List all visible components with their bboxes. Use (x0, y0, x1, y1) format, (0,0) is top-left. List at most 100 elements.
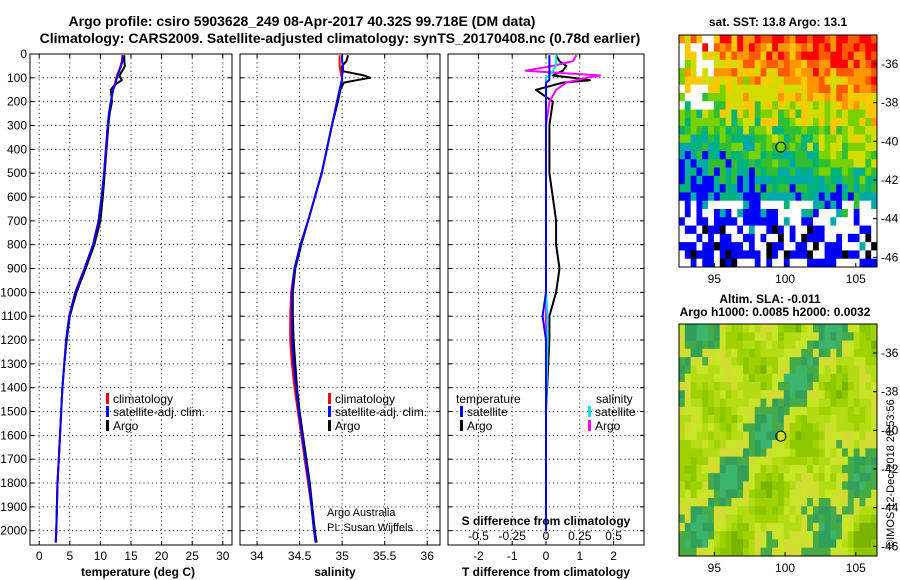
sla-map-cell (766, 357, 773, 366)
sla-map-cell (760, 522, 767, 532)
sst-map-cell (731, 159, 738, 168)
sla-map-cell (766, 423, 773, 433)
sla-map-cell (818, 547, 825, 557)
sla-map-cell (865, 324, 872, 333)
sla-map-cell (690, 332, 697, 341)
sla-map-cell (824, 473, 831, 482)
sst-map-cell (737, 43, 744, 52)
sla-map-cell (824, 498, 831, 507)
sla-map-cell (737, 398, 744, 408)
sst-map-cell (824, 250, 831, 260)
sst-map-cell (754, 200, 761, 210)
sla-map-cell (789, 365, 796, 375)
difference-panel: -2 -1 0 1 2-0.5 -0.25 0 0.25 0.5 (447, 53, 645, 563)
depth-tick-label: 1600 (0, 428, 27, 442)
sla-map-cell (684, 382, 692, 391)
sla-map-cell (731, 464, 738, 474)
sla-map-cell (766, 440, 773, 449)
sla-map-cell (807, 431, 814, 441)
sla-map-cell (789, 382, 796, 391)
sst-map-cell (859, 109, 866, 119)
sla-map-cell (725, 373, 732, 383)
sst-map-cell (719, 184, 726, 193)
sst-map-cell (713, 175, 721, 185)
sla-map-cell (713, 522, 721, 532)
sst-map-cell (684, 167, 692, 177)
sst-map-cell (696, 101, 703, 110)
sst-map-cell (737, 134, 744, 144)
sst-map-cell (830, 142, 837, 152)
sla-map-cell (818, 382, 825, 391)
sst-map-cell (737, 51, 744, 61)
sla-map-cell (748, 415, 756, 424)
sst-map-cell (713, 159, 721, 168)
sla-map-cell (853, 448, 860, 457)
sst-map-cell (772, 242, 779, 251)
sst-map-cell (818, 200, 825, 210)
sla-map-cell (748, 464, 756, 474)
sla-map-cell (702, 448, 709, 457)
sla-map-cell (713, 440, 721, 449)
sst-map-cell (766, 192, 773, 202)
sst-map-cell (719, 159, 726, 168)
sst-map-cell (737, 209, 744, 218)
sst-map-cell (754, 159, 761, 168)
sst-map-cell (708, 117, 715, 127)
sla-map-cell (690, 324, 697, 333)
sla-map-cell (847, 506, 855, 515)
sla-map-cell (812, 514, 820, 524)
sla-map-cell (748, 481, 756, 491)
sst-map-cell (684, 250, 692, 260)
sla-map-cell (708, 489, 715, 499)
sla-map-cell (719, 464, 726, 474)
sla-map-cell (783, 464, 791, 474)
sst-map-cell (830, 250, 837, 260)
sla-map-cell (690, 547, 697, 557)
sla-map-cell (859, 539, 866, 549)
sla-map-cell (865, 539, 872, 549)
sst-map-cell (830, 117, 837, 127)
sla-map-cell (679, 456, 686, 466)
sst-map-cell (708, 175, 715, 185)
sla-map-cell (713, 406, 721, 416)
sla-map-cell (859, 382, 866, 391)
legend-swatch-argo (328, 420, 331, 431)
sla-map-cell (783, 514, 791, 524)
sla-map-cell (748, 348, 756, 358)
sla-map-cell (807, 522, 814, 532)
sst-map-cell (801, 101, 808, 110)
sst-map-cell (836, 159, 843, 168)
sla-map-cell (853, 498, 860, 507)
sst-map-cell (754, 76, 761, 86)
sst-map-cell (679, 192, 686, 202)
sst-map-cell (684, 84, 692, 94)
sst-map-cell (818, 258, 825, 268)
sla-map-cell (719, 390, 726, 399)
sst-map-cell (801, 233, 808, 243)
sla-map-cell (760, 464, 767, 474)
depth-tick-label: 1100 (1, 309, 27, 323)
sla-map-cell (713, 390, 721, 399)
sla-map-cell (842, 415, 849, 424)
sst-map-cell (696, 233, 703, 243)
sla-map-cell (795, 406, 802, 416)
sst-map-cell (801, 242, 808, 251)
sla-map-cell (696, 348, 703, 358)
sst-map-cell (748, 233, 756, 243)
sla-map-cell (719, 406, 726, 416)
sst-map-cell (865, 59, 872, 69)
sst-map-cell (824, 200, 831, 210)
sla-map-cell (783, 448, 791, 457)
sst-map-cell (713, 68, 721, 77)
sla-map-xtick-label: 95 (708, 561, 722, 575)
sla-map-ytick-label: -42 (881, 462, 899, 476)
sla-map-cell (871, 332, 878, 341)
sla-map-cell (760, 332, 767, 341)
sst-map-cell (766, 175, 773, 185)
sla-map-cell (818, 357, 825, 366)
sst-map-cell (847, 225, 855, 235)
sla-map-cell (818, 398, 825, 408)
sst-map-cell (760, 258, 767, 268)
sla-map-cell (871, 390, 878, 399)
sst-map-cell (702, 225, 709, 235)
